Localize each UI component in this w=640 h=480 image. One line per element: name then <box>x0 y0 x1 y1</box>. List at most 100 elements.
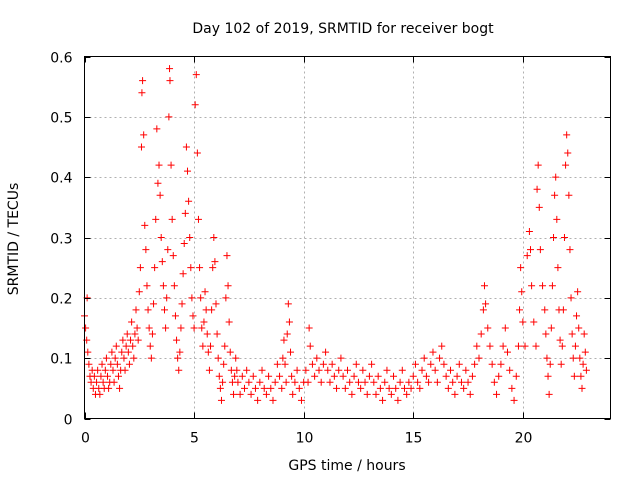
data-point <box>243 366 251 374</box>
data-point <box>90 372 98 380</box>
data-point <box>376 384 384 392</box>
data-point <box>541 306 549 314</box>
data-point <box>398 366 406 374</box>
data-point <box>200 318 208 326</box>
data-point <box>180 240 188 248</box>
data-point <box>548 282 556 290</box>
data-point <box>304 378 312 386</box>
y-tick-label: 0 <box>64 413 73 429</box>
data-point <box>285 318 293 326</box>
data-point <box>169 252 177 260</box>
data-point <box>539 282 547 290</box>
data-point <box>578 384 586 392</box>
data-point <box>409 372 417 380</box>
data-point <box>433 378 441 386</box>
data-point <box>447 366 455 374</box>
data-point <box>160 306 168 314</box>
data-point <box>516 306 524 314</box>
data-point <box>482 300 490 308</box>
data-point <box>480 282 488 290</box>
data-point <box>247 390 255 398</box>
data-point <box>85 360 93 368</box>
data-point <box>96 390 104 398</box>
data-point <box>209 264 217 272</box>
data-point <box>251 384 259 392</box>
data-point <box>357 384 365 392</box>
data-point <box>139 77 147 85</box>
data-point <box>418 366 426 374</box>
data-point <box>564 149 572 157</box>
data-point <box>109 366 117 374</box>
data-point <box>213 330 221 338</box>
data-point <box>359 366 367 374</box>
data-point <box>350 372 358 380</box>
x-axis-ticks: 0 5 10 15 20 <box>81 56 532 447</box>
data-point <box>171 312 179 320</box>
data-point <box>177 324 185 332</box>
data-point <box>179 270 187 278</box>
data-point <box>112 342 120 350</box>
data-point <box>113 360 121 368</box>
data-point <box>560 234 568 241</box>
data-point <box>530 318 538 326</box>
data-point <box>265 372 273 380</box>
data-point <box>151 264 159 272</box>
data-point <box>339 372 347 380</box>
x-axis-title: GPS time / hours <box>288 458 405 474</box>
data-point <box>256 378 264 386</box>
data-point <box>269 396 277 404</box>
data-point <box>122 342 130 350</box>
data-point <box>155 161 163 169</box>
y-tick-label: 0.3 <box>50 232 72 248</box>
data-point <box>207 342 215 350</box>
data-point <box>162 324 170 332</box>
data-point <box>523 252 531 260</box>
data-point <box>82 324 90 332</box>
data-point <box>462 366 470 374</box>
data-point <box>291 378 299 386</box>
data-point <box>123 330 131 338</box>
data-point <box>563 131 571 139</box>
x-tick-label: 10 <box>296 431 314 447</box>
data-point <box>582 366 590 374</box>
data-point <box>284 300 292 308</box>
data-point <box>557 360 565 368</box>
data-point <box>519 318 527 326</box>
data-point <box>157 234 165 241</box>
data-point <box>324 366 332 374</box>
chart-title: Day 102 of 2019, SRMTID for receiver bog… <box>192 21 494 37</box>
data-point <box>581 348 589 356</box>
data-point <box>579 360 587 368</box>
data-point <box>273 360 281 368</box>
data-point <box>335 366 343 374</box>
data-point <box>182 143 190 151</box>
data-point <box>396 378 404 386</box>
data-point <box>545 390 553 398</box>
data-point <box>260 384 268 392</box>
data-point <box>479 306 487 314</box>
data-point <box>550 234 558 241</box>
data-point <box>499 342 507 350</box>
data-point <box>219 378 227 386</box>
data-point <box>431 366 439 374</box>
data-point <box>217 396 225 404</box>
data-point <box>322 348 330 356</box>
data-point <box>354 378 362 386</box>
data-point <box>193 149 201 157</box>
data-point <box>400 384 408 392</box>
data-point <box>129 342 137 350</box>
data-point <box>107 360 115 368</box>
data-point <box>214 354 222 362</box>
data-point <box>460 384 468 392</box>
data-point <box>238 372 246 380</box>
data-point <box>302 366 310 374</box>
data-point <box>178 300 186 308</box>
data-point <box>385 384 393 392</box>
data-point <box>297 396 305 404</box>
data-point <box>281 360 289 368</box>
data-point <box>547 324 555 332</box>
data-point <box>174 354 182 362</box>
data-point <box>150 300 158 308</box>
data-point <box>442 372 450 380</box>
data-point <box>102 354 110 362</box>
